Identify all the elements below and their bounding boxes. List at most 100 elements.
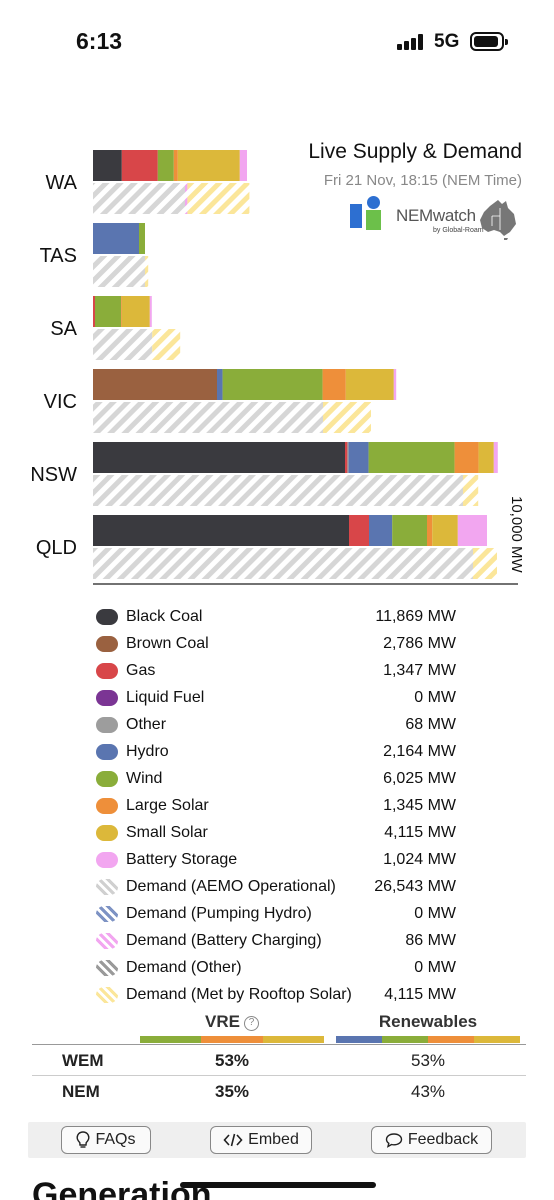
home-indicator[interactable]: [180, 1182, 376, 1188]
status-bar: 6:13 5G: [0, 0, 554, 80]
legend-label: Battery Storage: [126, 850, 238, 868]
nemwatch-logo[interactable]: NEMwatch by Global-Roam: [348, 196, 524, 244]
demand-bar-tas-demand-met-by-rooftop-solar[interactable]: [145, 256, 149, 287]
legend-value: 68 MW: [405, 715, 456, 733]
supply-bar-qld-small-solar[interactable]: [432, 515, 458, 546]
feedback-button[interactable]: Feedback: [371, 1126, 492, 1154]
supply-bar-qld-battery-storage[interactable]: [457, 515, 487, 546]
supply-bar-qld-large-solar[interactable]: [427, 515, 433, 546]
legend-item[interactable]: Battery Storage 1,024 MW: [96, 846, 496, 873]
legend-swatch: [96, 959, 118, 976]
legend-item[interactable]: Other 68 MW: [96, 711, 496, 738]
legend-item[interactable]: Black Coal 11,869 MW: [96, 603, 496, 630]
legend-item[interactable]: Demand (Battery Charging) 86 MW: [96, 927, 496, 954]
legend-item[interactable]: Gas 1,347 MW: [96, 657, 496, 684]
legend-swatch: [96, 878, 118, 895]
legend-swatch: [96, 797, 118, 814]
legend-value: 1,345 MW: [383, 796, 456, 814]
legend-swatch: [96, 743, 118, 760]
demand-bar-qld-demand-aemo-operational[interactable]: [93, 548, 473, 579]
chart-title: Live Supply & Demand: [308, 140, 522, 163]
legend-value: 11,869 MW: [375, 607, 456, 625]
lightbulb-icon: [76, 1131, 90, 1149]
legend-label: Wind: [126, 769, 163, 787]
supply-bar-sa-gas[interactable]: [93, 296, 95, 327]
supply-bar-nsw-large-solar[interactable]: [454, 442, 479, 473]
region-label-qld: QLD: [36, 537, 77, 559]
row-vre-value: 53%: [214, 1051, 250, 1070]
demand-bar-sa-demand-aemo-operational[interactable]: [93, 329, 153, 360]
help-icon[interactable]: ?: [243, 1016, 259, 1031]
legend-swatch: [96, 770, 118, 787]
supply-bar-wa-gas[interactable]: [121, 150, 158, 181]
legend-item[interactable]: Small Solar 4,115 MW: [96, 819, 496, 846]
supply-bar-wa-black-coal[interactable]: [93, 150, 122, 181]
legend-item[interactable]: Demand (Other) 0 MW: [96, 954, 496, 981]
demand-bar-qld-demand-met-by-rooftop-solar[interactable]: [473, 548, 497, 579]
supply-bar-qld-gas[interactable]: [349, 515, 369, 546]
embed-button[interactable]: Embed: [210, 1126, 312, 1154]
supply-bar-vic-large-solar[interactable]: [322, 369, 346, 400]
demand-bar-tas-demand-aemo-operational[interactable]: [93, 256, 145, 287]
legend-value: 86 MW: [405, 931, 456, 949]
supply-bar-vic-brown-coal[interactable]: [93, 369, 217, 400]
row-renewables-value: 53%: [410, 1051, 446, 1070]
supply-bar-sa-battery-storage[interactable]: [149, 296, 152, 327]
legend-label: Other: [126, 715, 167, 733]
supply-bar-vic-small-solar[interactable]: [345, 369, 394, 400]
legend-value: 0 MW: [414, 904, 456, 922]
legend-label: Gas: [126, 661, 156, 679]
supply-bar-sa-large-solar[interactable]: [121, 296, 122, 327]
supply-bar-vic-hydro[interactable]: [217, 369, 223, 400]
supply-bar-wa-small-solar[interactable]: [177, 150, 240, 181]
supply-bar-nsw-battery-storage[interactable]: [493, 442, 498, 473]
demand-bar-wa-demand-battery-charging[interactable]: [185, 183, 188, 214]
supply-bar-sa-wind[interactable]: [95, 296, 121, 327]
legend-label: Demand (Other): [126, 958, 242, 976]
supply-bar-tas-wind[interactable]: [139, 223, 145, 254]
demand-bar-wa-demand-met-by-rooftop-solar[interactable]: [187, 183, 250, 214]
row-renewables-value: 43%: [410, 1082, 446, 1101]
legend-swatch: [96, 932, 118, 949]
region-label-tas: TAS: [40, 245, 77, 267]
supply-bar-nsw-wind[interactable]: [368, 442, 455, 473]
summary-row-wem: WEM 53% 53%: [32, 1044, 526, 1075]
row-name: NEM: [62, 1082, 100, 1101]
faqs-button[interactable]: FAQs: [61, 1126, 151, 1154]
legend-item[interactable]: Large Solar 1,345 MW: [96, 792, 496, 819]
supply-bar-vic-battery-storage[interactable]: [393, 369, 397, 400]
supply-bar-qld-hydro[interactable]: [369, 515, 393, 546]
legend-item[interactable]: Hydro 2,164 MW: [96, 738, 496, 765]
demand-bar-wa-demand-aemo-operational[interactable]: [93, 183, 185, 214]
demand-bar-nsw-demand-aemo-operational[interactable]: [93, 475, 463, 506]
supply-bar-qld-black-coal[interactable]: [93, 515, 349, 546]
legend-value: 26,543 MW: [374, 877, 456, 895]
legend-item[interactable]: Liquid Fuel 0 MW: [96, 684, 496, 711]
supply-bar-nsw-black-coal[interactable]: [93, 442, 345, 473]
legend-label: Large Solar: [126, 796, 209, 814]
demand-bar-vic-demand-met-by-rooftop-solar[interactable]: [323, 402, 371, 433]
legend-item[interactable]: Brown Coal 2,786 MW: [96, 630, 496, 657]
logo-text: NEMwatch: [396, 206, 476, 225]
supply-bar-nsw-other[interactable]: [347, 442, 349, 473]
supply-bar-vic-wind[interactable]: [222, 369, 323, 400]
legend-item[interactable]: Demand (Met by Rooftop Solar) 4,115 MW: [96, 981, 496, 1008]
supply-bar-qld-wind[interactable]: [392, 515, 427, 546]
supply-bar-nsw-hydro[interactable]: [348, 442, 369, 473]
supply-bar-wa-large-solar[interactable]: [173, 150, 178, 181]
supply-bar-wa-wind[interactable]: [157, 150, 174, 181]
supply-bar-nsw-gas[interactable]: [345, 442, 348, 473]
supply-bar-wa-battery-storage[interactable]: [239, 150, 247, 181]
legend-item[interactable]: Demand (Pumping Hydro) 0 MW: [96, 900, 496, 927]
demand-bar-vic-demand-aemo-operational[interactable]: [93, 402, 323, 433]
demand-bar-sa-demand-met-by-rooftop-solar[interactable]: [152, 329, 181, 360]
legend-item[interactable]: Demand (AEMO Operational) 26,543 MW: [96, 873, 496, 900]
section-heading-generation: Generation: [32, 1176, 212, 1200]
region-label-nsw: NSW: [30, 464, 77, 486]
supply-bar-sa-small-solar[interactable]: [121, 296, 150, 327]
vre-color-strip: [140, 1036, 324, 1043]
supply-bar-nsw-small-solar[interactable]: [478, 442, 494, 473]
supply-bar-tas-hydro[interactable]: [93, 223, 139, 254]
legend-item[interactable]: Wind 6,025 MW: [96, 765, 496, 792]
demand-bar-nsw-demand-met-by-rooftop-solar[interactable]: [463, 475, 479, 506]
